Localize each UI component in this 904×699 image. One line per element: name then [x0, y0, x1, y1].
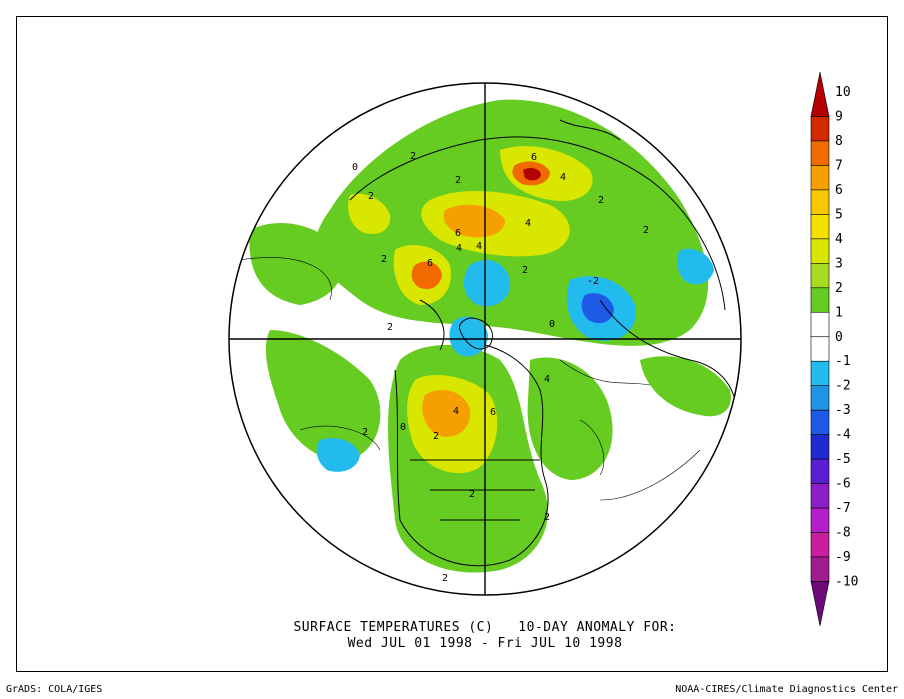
colorbar-tick-label: 3	[835, 256, 843, 271]
contour-value-label: -2	[587, 276, 599, 287]
cold-anomaly-zone-pacific	[316, 438, 360, 472]
colorbar-tick-label: 9	[835, 109, 843, 124]
colorbar-swatch	[810, 556, 830, 582]
colorbar-tick-label: -10	[835, 575, 858, 590]
contour-value-label: 4	[525, 218, 531, 229]
colorbar-swatch	[810, 214, 830, 240]
contour-value-label: 2	[410, 151, 416, 162]
hot-anomaly-core-arctic	[443, 204, 505, 238]
colorbar-tick-label: -1	[835, 354, 851, 369]
colorbar-swatch	[810, 409, 830, 435]
footer-credit-grads: GrADS: COLA/IGES	[6, 684, 103, 695]
contour-value-label: 2	[381, 254, 387, 265]
colorbar-swatch	[810, 434, 830, 460]
colorbar-tick-label: 8	[835, 134, 843, 149]
colorbar-swatch	[810, 483, 830, 509]
map-title: SURFACE TEMPERATURES (C) 10-DAY ANOMALY …	[293, 620, 677, 635]
colorbar-tick-label: -9	[835, 550, 851, 565]
cold-anomaly-zone-arctic	[463, 260, 511, 307]
colorbar-tick-label: -4	[835, 428, 851, 443]
contour-value-label: 2	[598, 195, 604, 206]
contour-value-label: 4	[544, 374, 550, 385]
contour-value-label: 2	[522, 265, 528, 276]
hot-anomaly-core-canada	[422, 390, 471, 437]
colorbar-swatch	[810, 336, 830, 362]
colorbar-swatch	[810, 238, 830, 264]
contour-value-label: 4	[560, 172, 566, 183]
colorbar-tick-label: 7	[835, 158, 843, 173]
contour-value-label: 0	[400, 422, 406, 433]
contour-value-label: 0	[549, 319, 555, 330]
contour-value-label: 2	[643, 225, 649, 236]
cold-anomaly-core-europe	[581, 293, 614, 324]
contour-value-label: 6	[531, 152, 537, 163]
contour-value-label: 2	[469, 489, 475, 500]
colorbar-swatch	[810, 385, 830, 411]
contour-value-label: 6	[427, 258, 433, 269]
hot-anomaly-core-siberia	[411, 261, 442, 290]
plot-frame	[16, 16, 888, 672]
contour-value-label: 2	[433, 431, 439, 442]
colorbar-tick-label: 6	[835, 183, 843, 198]
footer-credit-noaa: NOAA-CIRES/Climate Diagnostics Center	[675, 684, 898, 695]
colorbar-swatch	[810, 360, 830, 387]
colorbar-swatch	[810, 507, 830, 533]
contour-value-label: 4	[476, 241, 482, 252]
colorbar-swatch	[810, 165, 830, 191]
colorbar-tick-label: -7	[835, 501, 851, 516]
contour-value-label: 2	[544, 512, 550, 523]
colorbar-swatch	[810, 581, 830, 627]
contour-value-label: 2	[455, 175, 461, 186]
contour-lines	[239, 257, 701, 501]
colorbar-tick-label: -3	[835, 403, 851, 418]
coastlines	[349, 119, 736, 567]
colorbar-tick-label: -2	[835, 379, 851, 394]
contour-value-label: 2	[387, 322, 393, 333]
anomaly-fields	[229, 83, 741, 595]
colorbar-swatch	[810, 458, 830, 484]
contour-value-label: 6	[490, 407, 496, 418]
colorbar-swatch	[810, 287, 830, 313]
contour-labels: 2 2 2 2 4 6 4 6 6 4 2 4 2 2 2 4 6 4 2 2 2 2 2 0 0 0 -2	[352, 151, 649, 584]
contour-value-label: 4	[453, 406, 459, 417]
colorbar-swatch	[810, 116, 830, 142]
colorbar-swatch	[810, 532, 830, 558]
colorbar-tick-label: -5	[835, 452, 851, 467]
contour-value-label: 2	[362, 427, 368, 438]
colorbar-tick-label: 10	[835, 85, 851, 100]
colorbar-tick-label: -6	[835, 477, 851, 492]
colorbar-swatch	[810, 71, 830, 117]
positive-anomaly-zone-siberia	[249, 222, 343, 305]
colorbar-swatch	[810, 189, 830, 215]
map-boundary-circle	[228, 82, 742, 596]
warm-anomaly-zone-asia	[348, 193, 391, 235]
contour-value-label: 6	[455, 228, 461, 239]
positive-anomaly-zone-atlantic	[527, 357, 613, 480]
colorbar-tick-label: 0	[835, 330, 843, 345]
contour-value-label: 0	[352, 162, 358, 173]
colorbar-swatch	[810, 263, 830, 289]
hot-anomaly-peak-kara	[523, 167, 541, 181]
colorbar-swatch	[810, 311, 830, 338]
cold-anomaly-zone-asia	[676, 248, 714, 285]
colorbar-tick-label: 4	[835, 232, 843, 247]
contour-value-label: 2	[442, 573, 448, 584]
colorbar-tick-label: -8	[835, 526, 851, 541]
map-date-range: Wed JUL 01 1998 - Fri JUL 10 1998	[347, 636, 623, 651]
colorbar-tick-label: 1	[835, 305, 843, 320]
contour-value-label: 4	[456, 243, 462, 254]
colorbar-swatch	[810, 140, 830, 166]
positive-anomaly-zone-europe	[640, 356, 731, 417]
contour-value-label: 2	[368, 191, 374, 202]
colorbar-tick-label: 5	[835, 207, 843, 222]
positive-anomaly-zone-pacific	[265, 330, 381, 461]
colorbar-tick-label: 2	[835, 281, 843, 296]
